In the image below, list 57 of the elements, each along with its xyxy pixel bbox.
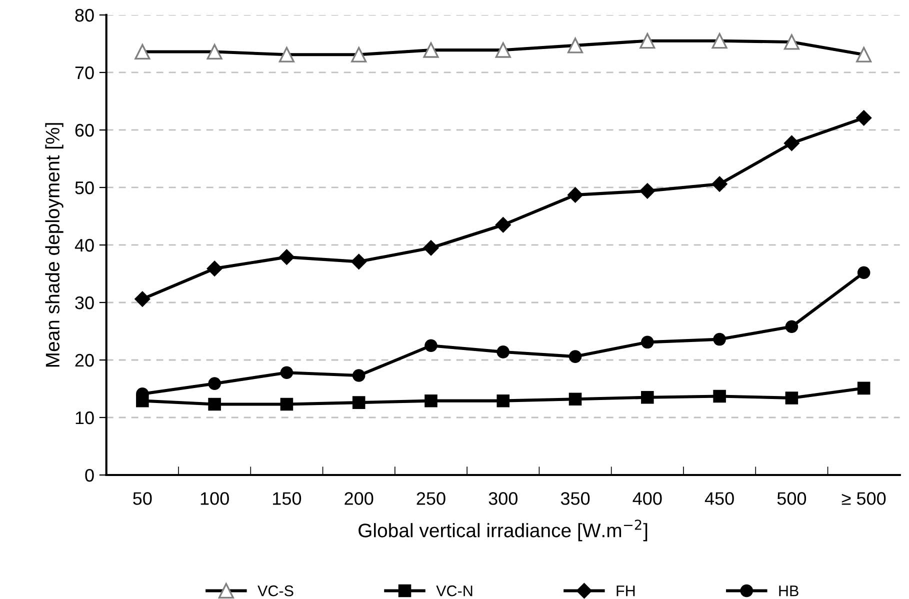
point [857,382,870,395]
point [424,394,438,408]
legend-label: FH [616,586,635,596]
x-tick-label: 100 [200,492,229,505]
point [423,240,439,256]
point [424,339,438,352]
point [568,392,582,406]
x-tick-label: 450 [704,492,734,505]
point [641,336,654,349]
point [568,187,583,203]
x-tick-label: 300 [488,492,518,505]
point [352,396,366,409]
x-tick-label: 50 [133,492,152,505]
point [278,249,294,265]
point [713,332,726,346]
point [280,398,294,411]
point [496,346,510,358]
point [641,390,654,404]
legend-label: HB [779,586,798,596]
point [208,377,221,390]
y-tick-label: 0 [85,468,94,482]
legend-label: VC-N [436,585,472,596]
x-tick-label: 200 [344,492,374,505]
point [857,266,870,279]
point [280,366,294,380]
y-tick-label: 10 [76,411,94,424]
x-tick-label: 250 [416,492,446,505]
y-tick-label: 30 [75,296,94,310]
x-axis-title: Global vertical irradiance [W.m$^{−2}$] [358,520,648,542]
y-tick-label: 80 [75,8,94,22]
point [206,260,222,276]
point [640,183,656,199]
point [495,217,511,233]
y-tick-label: 20 [75,354,94,367]
x-tick-label: ≥ 500 [842,492,886,505]
legend-label: VC-S [258,585,294,596]
point [568,350,582,363]
point [713,390,726,403]
y-tick-label: 50 [75,181,94,194]
y-tick-label: 70 [75,66,94,80]
y-tick-label: 60 [75,124,94,137]
point [208,398,221,411]
x-tick-label: 400 [632,492,662,505]
point [712,176,728,192]
point [352,369,366,382]
x-tick-label: 350 [560,492,590,505]
point [785,392,798,404]
y-tick-label: 40 [74,238,94,252]
y-axis-title: Mean shade deployment [%] [45,123,64,367]
point [351,254,367,270]
point [496,394,510,408]
point [856,110,872,126]
point [784,136,800,151]
point [785,320,798,334]
x-tick-label: 500 [777,492,806,505]
point [134,291,150,307]
x-tick-label: 150 [273,492,302,505]
